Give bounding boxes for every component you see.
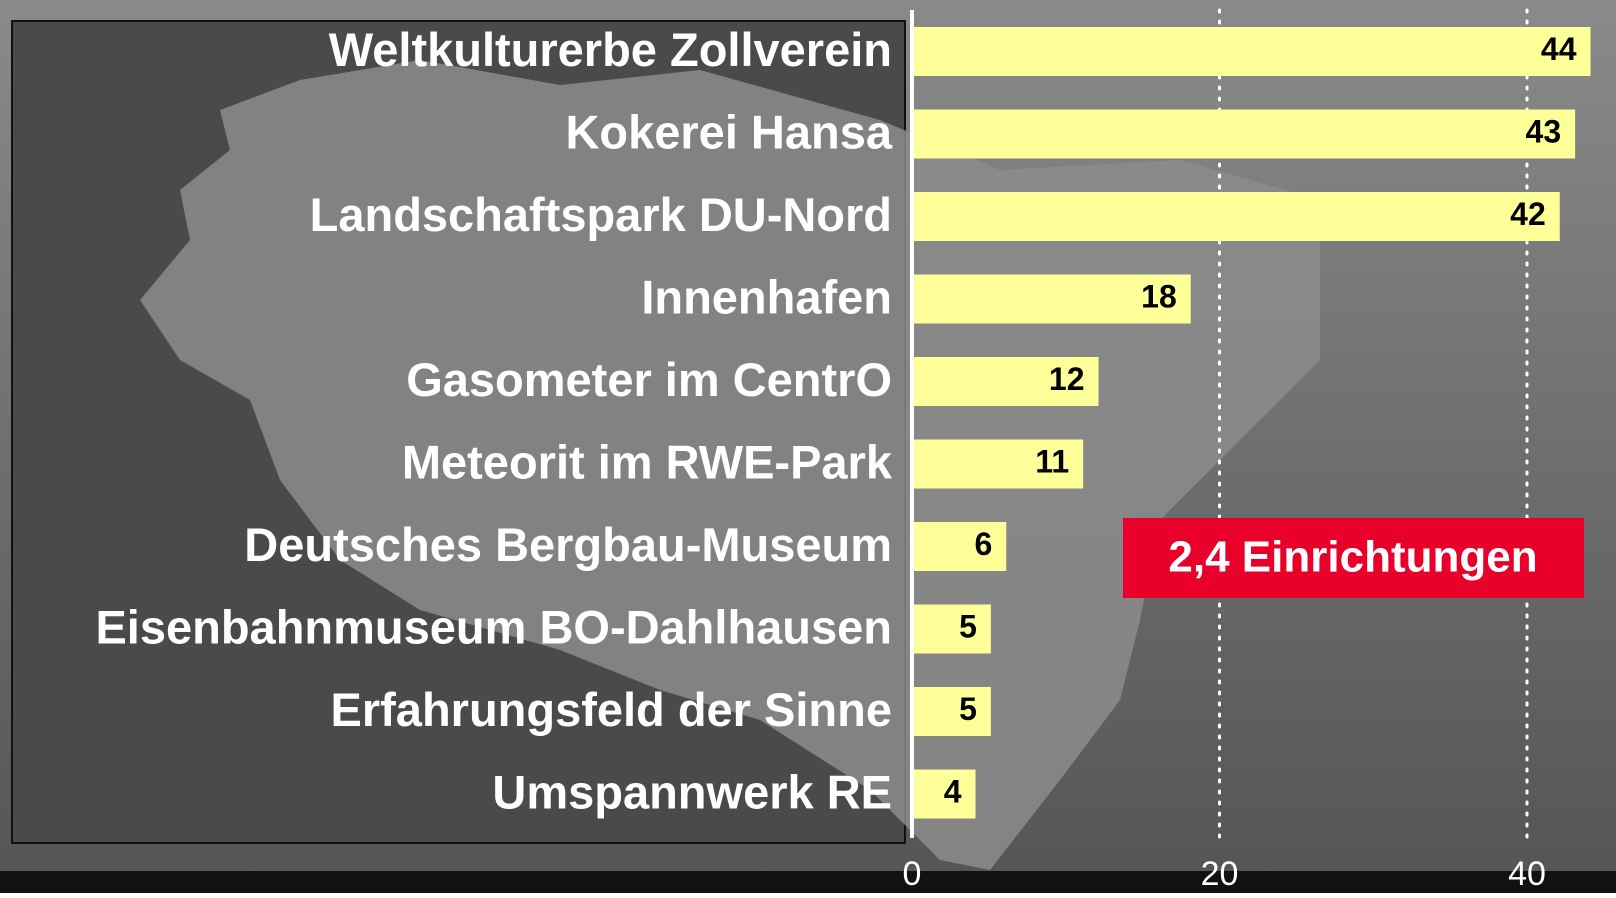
y-tick-label: Kokerei Hansa xyxy=(565,105,892,158)
bar xyxy=(914,687,991,736)
x-tick-label: 40 xyxy=(1508,855,1546,893)
value-label: 12 xyxy=(1049,361,1085,397)
bar xyxy=(914,439,1084,489)
value-label: 5 xyxy=(959,608,977,644)
y-tick-label: Weltkulturerbe Zollverein xyxy=(329,23,892,76)
y-tick-label: Erfahrungsfeld der Sinne xyxy=(331,683,892,736)
plot: 0 20 40 Weltkulturerbe Zollverein 44 Kokerei … xyxy=(95,8,1591,893)
bar xyxy=(914,109,1576,159)
annotation: 2,4 Einrichtungen xyxy=(1168,533,1537,582)
bar xyxy=(914,522,1007,571)
value-label: 44 xyxy=(1541,31,1577,67)
value-label: 4 xyxy=(944,773,962,809)
value-label: 43 xyxy=(1526,113,1562,149)
y-tick-label: Meteorit im RWE-Park xyxy=(402,435,893,488)
y-tick-label: Landschaftspark DU-Nord xyxy=(310,188,892,241)
annotation-box xyxy=(1123,518,1584,598)
bar xyxy=(914,192,1560,241)
y-tick-label: Deutsches Bergbau-Museum xyxy=(244,518,892,571)
x-tick-label: 20 xyxy=(1201,855,1239,893)
value-label: 42 xyxy=(1510,196,1546,232)
y-tick-label: Umspannwerk RE xyxy=(492,765,892,818)
map-shape xyxy=(140,60,1320,870)
value-label: 18 xyxy=(1141,278,1177,314)
bottom-strip xyxy=(0,871,1616,893)
y-tick-label: Eisenbahnmuseum BO-Dahlhausen xyxy=(95,600,892,653)
bar xyxy=(914,274,1191,324)
bar xyxy=(914,769,976,819)
bar xyxy=(914,357,1099,406)
x-tick-label: 0 xyxy=(903,855,922,893)
value-label: 6 xyxy=(974,526,992,562)
value-label: 5 xyxy=(959,691,977,727)
value-label: 11 xyxy=(1035,443,1069,479)
bar xyxy=(914,604,991,654)
y-tick-label: Innenhafen xyxy=(641,270,892,323)
bar xyxy=(914,27,1591,76)
y-tick-label: Gasometer im CentrO xyxy=(406,353,892,406)
